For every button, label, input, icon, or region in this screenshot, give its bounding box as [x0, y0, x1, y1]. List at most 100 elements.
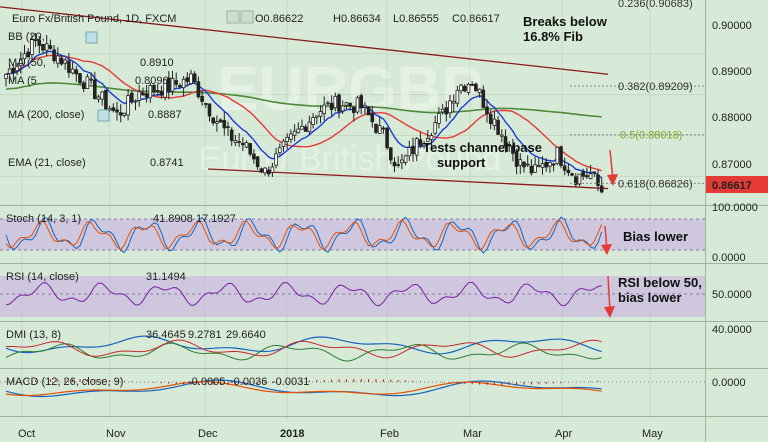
- indicator-settings-icon[interactable]: [97, 109, 110, 122]
- candle-body: [263, 167, 267, 174]
- candle-body: [189, 73, 193, 84]
- annotation-channel-line2: support: [437, 155, 486, 170]
- candle-body: [22, 53, 27, 60]
- candle-body: [15, 65, 19, 72]
- settings-icon[interactable]: [240, 10, 254, 24]
- annotation-fib-break-line2: 16.8% Fib: [523, 29, 583, 44]
- candle-body: [296, 128, 301, 134]
- candle-body: [411, 145, 415, 155]
- candle-body: [307, 121, 312, 133]
- rsi-label: RSI (14, close): [6, 271, 79, 283]
- candle-body: [448, 100, 452, 114]
- x-tick-feb: Feb: [380, 428, 399, 440]
- ohlc-close: C0.86617: [452, 13, 500, 25]
- dmi-adx-line: [5, 339, 602, 359]
- candle-body: [511, 145, 515, 154]
- candle-body: [18, 58, 23, 66]
- arrow-price-head: [607, 174, 618, 186]
- candle-body: [196, 81, 201, 98]
- candle-body: [340, 105, 345, 112]
- stoch-d-line: [5, 219, 603, 251]
- candle-body: [433, 122, 437, 134]
- candle-body: [67, 60, 71, 73]
- candle-body: [488, 113, 493, 125]
- arrow-stoch-head: [601, 244, 612, 255]
- dmi-label: DMI (13, 8): [6, 329, 61, 341]
- candle-body: [233, 140, 238, 144]
- stoch-axis-top: 100.0000: [712, 202, 758, 214]
- candle-body: [540, 163, 545, 168]
- candle-body: [337, 94, 341, 112]
- candle-body: [566, 169, 571, 174]
- candle-body: [292, 130, 297, 136]
- axis-tick: 0.87000: [712, 159, 752, 171]
- candle-body: [300, 125, 304, 130]
- candle-body: [4, 73, 8, 79]
- candle-body: [270, 166, 275, 173]
- candle-body: [437, 113, 441, 124]
- candle-body: [529, 165, 534, 174]
- candle-body: [522, 161, 526, 168]
- annotation-rsi-line1: RSI below 50,: [618, 275, 702, 290]
- candle-body: [385, 127, 389, 149]
- candle-body: [26, 51, 30, 58]
- stoch-panel: [0, 216, 705, 254]
- candle-body: [37, 39, 42, 46]
- candle-body: [281, 140, 286, 147]
- candle-body: [289, 133, 293, 140]
- indicator-settings-icon[interactable]: [85, 31, 98, 44]
- candle-body: [518, 159, 523, 166]
- fib-label: 0.618(0.86826): [618, 178, 693, 190]
- candle-body: [462, 85, 467, 92]
- candle-body: [370, 113, 375, 123]
- candle-body: [248, 143, 253, 155]
- candle-body: [181, 78, 186, 89]
- candle-body: [78, 73, 82, 84]
- candle-body: [33, 39, 38, 42]
- chart-header: Euro Fx/British Pound, 1D, FXCM O0.86622…: [12, 10, 500, 25]
- symbol-title: Euro Fx/British Pound, 1D, FXCM: [12, 13, 176, 25]
- candle-body: [555, 146, 560, 164]
- candle-body: [388, 147, 393, 161]
- last-price-label: 0.86617: [712, 180, 752, 192]
- rsi-band: [0, 276, 705, 317]
- candle-body: [259, 168, 264, 173]
- fib-label: 0.236(0.90683): [618, 0, 693, 10]
- candle-body: [481, 89, 486, 108]
- candle-body: [499, 134, 504, 137]
- candle-body: [348, 102, 352, 107]
- fib-label: 0.5(0.88018): [620, 130, 682, 142]
- arrow-rsi-head: [604, 306, 615, 318]
- candle-body: [570, 173, 574, 176]
- candle-body: [363, 104, 367, 108]
- rsi-axis-50: 50.0000: [712, 289, 752, 301]
- candle-body: [418, 139, 423, 146]
- ohlc-high: H0.86634: [333, 13, 381, 25]
- channel-lower-line: [207, 168, 609, 190]
- candle-body: [374, 123, 378, 133]
- ema21-line: [5, 50, 603, 179]
- candle-body: [52, 49, 56, 62]
- ohlc-low: L0.86555: [393, 13, 439, 25]
- macd-label: MACD (12, 26, close, 9): [6, 376, 123, 388]
- arrow-rsi: [607, 275, 611, 313]
- annotation-fib-break-line1: Breaks below: [523, 14, 608, 29]
- candle-body: [396, 164, 400, 166]
- candle-body: [30, 38, 34, 56]
- eye-icon[interactable]: [226, 10, 240, 24]
- candle-body: [444, 107, 449, 115]
- candle-body: [148, 85, 153, 99]
- candle-body: [174, 80, 179, 85]
- candle-body: [559, 146, 563, 166]
- candle-body: [355, 97, 360, 113]
- candle-body: [81, 82, 86, 89]
- candle-body: [59, 57, 64, 65]
- candle-body: [122, 112, 127, 116]
- candle-body: [485, 106, 489, 115]
- red-arrows: [601, 149, 618, 318]
- candle-body: [274, 153, 278, 166]
- candle-body: [63, 59, 67, 64]
- candle-body: [311, 117, 315, 125]
- legend-ma5-value: 0.8090: [135, 75, 169, 87]
- candle-body: [599, 185, 604, 193]
